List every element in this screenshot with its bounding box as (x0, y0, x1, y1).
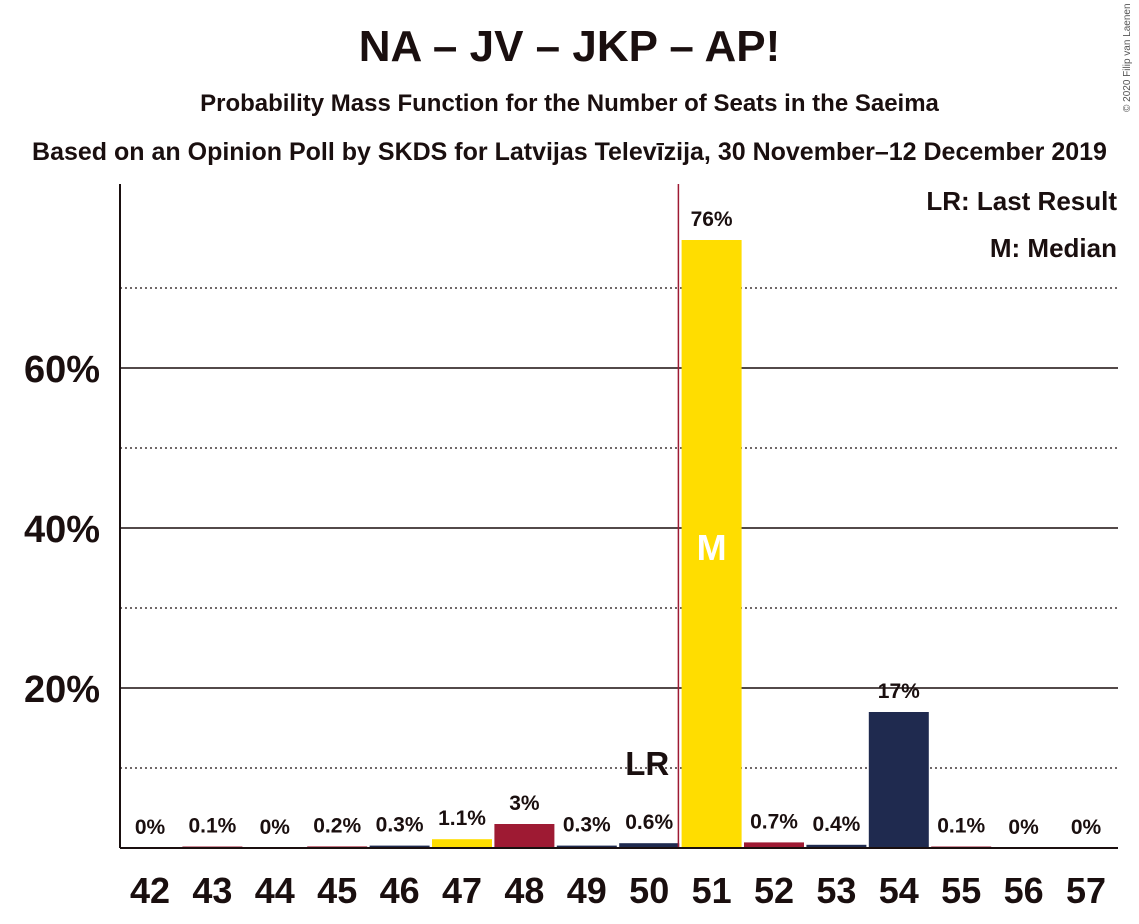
data-label: 0% (1071, 816, 1102, 839)
y-tick-label: 60% (24, 349, 100, 391)
data-label: 1.1% (438, 807, 486, 830)
bar-seat-46 (369, 845, 430, 848)
data-label: 0% (135, 816, 166, 839)
chart-title: NA – JV – JKP – AP! (358, 22, 781, 71)
x-tick-label: 42 (130, 870, 170, 911)
x-tick-label: 52 (754, 870, 794, 911)
x-tick-label: 54 (879, 870, 919, 911)
x-tick-label: 43 (192, 870, 232, 911)
bars (182, 240, 992, 848)
chart-subtitle: Probability Mass Function for the Number… (200, 90, 939, 117)
data-label: 0.1% (937, 815, 985, 838)
legend-last-result: LR: Last Result (926, 186, 1117, 216)
x-tick-label: 56 (1004, 870, 1044, 911)
labels: 20% 40% 60% 0% 42 0.1% 43 0% 44 0.2% 45 0.3% 46 1.1% 4… (24, 208, 1106, 911)
data-label: 17% (878, 680, 920, 703)
x-tick-label: 48 (504, 870, 544, 911)
chart-source: Based on an Opinion Poll by SKDS for Lat… (32, 138, 1107, 166)
grid-lines (120, 287, 1118, 769)
x-tick-label: 57 (1066, 870, 1106, 911)
bar-seat-50 (619, 843, 680, 848)
y-tick-label: 20% (24, 669, 100, 711)
median-marker: M (697, 527, 727, 568)
axes (119, 184, 1118, 849)
x-tick-label: 45 (317, 870, 357, 911)
data-label: 76% (691, 208, 733, 231)
y-tick-label: 40% (24, 509, 100, 551)
data-label: 0% (260, 816, 291, 839)
bar-seat-48 (494, 824, 555, 848)
x-tick-label: 53 (816, 870, 856, 911)
legend-median: M: Median (990, 233, 1117, 263)
data-label: 0.3% (376, 814, 424, 837)
x-tick-label: 50 (629, 870, 669, 911)
x-tick-label: 47 (442, 870, 482, 911)
x-tick-label: 46 (380, 870, 420, 911)
data-label: 0.2% (313, 814, 361, 837)
data-label: 0.3% (563, 814, 611, 837)
data-label: 3% (509, 792, 540, 815)
bar-seat-49 (556, 845, 617, 848)
x-tick-label: 44 (255, 870, 295, 911)
data-label: 0.7% (750, 810, 798, 833)
data-label: 0.1% (188, 815, 236, 838)
bar-seat-47 (432, 839, 492, 848)
data-label: 0.4% (812, 813, 860, 836)
bar-seat-54 (868, 712, 929, 848)
data-label: 0% (1008, 816, 1039, 839)
bar-seat-52 (744, 842, 804, 848)
data-label: 0.6% (625, 811, 673, 834)
last-result-marker: LR (625, 745, 669, 782)
bar-seat-53 (806, 844, 867, 848)
x-tick-label: 49 (567, 870, 607, 911)
bar-seat-51 (681, 240, 742, 848)
x-tick-label: 55 (941, 870, 981, 911)
x-tick-label: 51 (692, 870, 732, 911)
